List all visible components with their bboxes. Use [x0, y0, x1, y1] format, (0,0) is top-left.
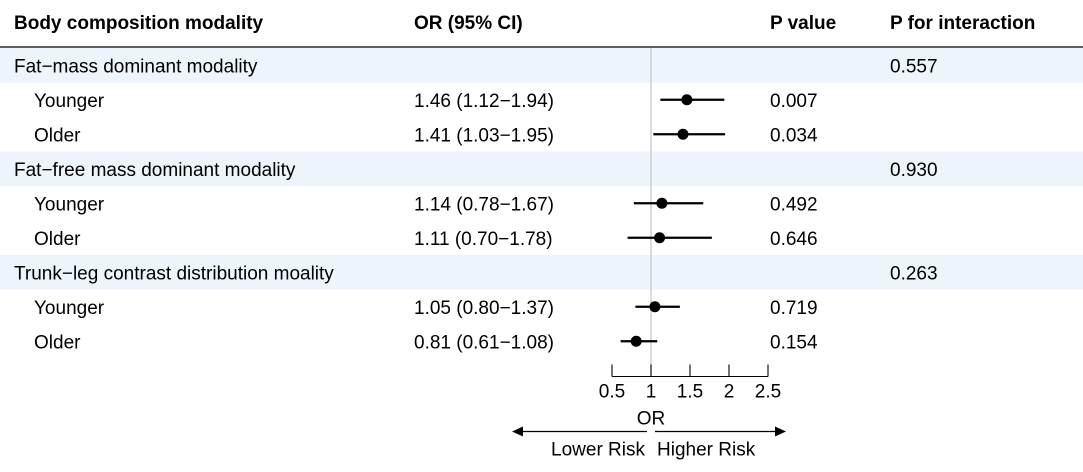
or-point — [656, 197, 668, 209]
p-value: 0.034 — [770, 125, 818, 146]
group-band — [0, 151, 1083, 186]
x-tick-label: 1.5 — [677, 382, 703, 403]
p-value: 0.492 — [770, 194, 818, 215]
or-ci-text: 1.05 (0.80−1.37) — [414, 298, 554, 319]
p-interaction-value: 0.263 — [890, 263, 938, 284]
p-interaction-value: 0.557 — [890, 56, 938, 77]
subgroup-label: Younger — [34, 194, 105, 215]
lower-risk-arrowhead — [512, 426, 523, 437]
subgroup-label: Younger — [34, 298, 105, 319]
column-header-p-interaction: P for interaction — [890, 13, 1035, 34]
x-tick-label: 2.5 — [755, 382, 781, 403]
p-interaction-value: 0.930 — [890, 160, 938, 181]
group-band — [0, 255, 1083, 290]
x-axis-title: OR — [637, 409, 666, 430]
or-point — [681, 94, 693, 106]
subgroup-label: Older — [34, 332, 81, 353]
or-ci-text: 0.81 (0.61−1.08) — [414, 332, 554, 353]
or-ci-text: 1.41 (1.03−1.95) — [414, 125, 554, 146]
or-ci-text: 1.11 (0.70−1.78) — [414, 229, 553, 250]
or-point — [677, 128, 689, 140]
column-header-label: Body composition modality — [14, 13, 264, 34]
group-label: Fat−free mass dominant modality — [14, 160, 296, 181]
or-ci-text: 1.46 (1.12−1.94) — [414, 91, 554, 112]
higher-risk-arrowhead — [775, 426, 786, 437]
or-ci-text: 1.14 (0.78−1.67) — [414, 194, 554, 215]
x-tick-label: 2 — [724, 382, 735, 403]
p-value: 0.719 — [770, 298, 818, 319]
subgroup-label: Younger — [34, 91, 105, 112]
x-tick-label: 0.5 — [599, 382, 625, 403]
lower-risk-label: Lower Risk — [551, 440, 645, 461]
or-point — [654, 232, 666, 244]
p-value: 0.646 — [770, 229, 818, 250]
x-tick-label: 1 — [646, 382, 657, 403]
group-band — [0, 48, 1083, 83]
subgroup-label: Older — [34, 125, 81, 146]
p-value: 0.007 — [770, 91, 818, 112]
p-value: 0.154 — [770, 332, 818, 353]
or-point — [630, 335, 642, 347]
subgroup-label: Older — [34, 229, 81, 250]
group-label: Fat−mass dominant modality — [14, 56, 258, 77]
group-label: Trunk−leg contrast distribution moality — [14, 263, 334, 284]
higher-risk-label: Higher Risk — [657, 440, 756, 461]
or-point — [649, 301, 661, 313]
column-header-p-value: P value — [770, 13, 836, 34]
column-header-or: OR (95% CI) — [414, 13, 523, 34]
